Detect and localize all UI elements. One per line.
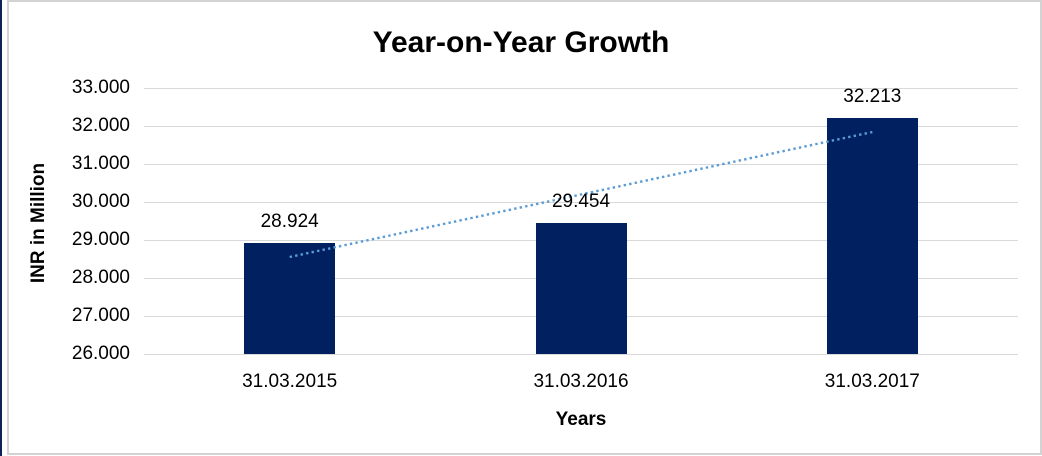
x-axis-tick-label: 31.03.2015 xyxy=(242,371,338,392)
bar-data-label: 29.454 xyxy=(551,190,611,212)
bar-data-label: 32.213 xyxy=(843,85,902,107)
bar-31.03.2015 xyxy=(244,242,336,354)
gridline xyxy=(144,88,1018,89)
y-axis-tick-label: 29.000 xyxy=(71,229,130,250)
left-edge-strip xyxy=(0,0,2,456)
chart-title: Year-on-Year Growth xyxy=(372,26,670,59)
bar-data-label: 28.924 xyxy=(260,210,319,232)
y-axis-tick-label: 31.000 xyxy=(71,153,130,174)
gridline xyxy=(144,354,1018,355)
y-axis-tick-label: 33.000 xyxy=(71,77,130,98)
y-axis-tick-label: 30.000 xyxy=(71,191,130,212)
bar-31.03.2017 xyxy=(826,117,918,354)
gridline xyxy=(144,126,1018,127)
y-axis-tick-label: 28.000 xyxy=(71,267,130,288)
y-axis-tick-label: 32.000 xyxy=(71,115,130,136)
y-axis-tick-label: 27.000 xyxy=(71,305,130,326)
bar-31.03.2016 xyxy=(535,222,627,354)
chart-frame xyxy=(7,0,1042,455)
x-axis-tick-label: 31.03.2017 xyxy=(824,371,920,392)
x-axis-title: Years xyxy=(555,409,607,430)
x-axis-tick-label: 31.03.2016 xyxy=(533,371,629,392)
y-axis-tick-label: 26.000 xyxy=(71,343,130,364)
